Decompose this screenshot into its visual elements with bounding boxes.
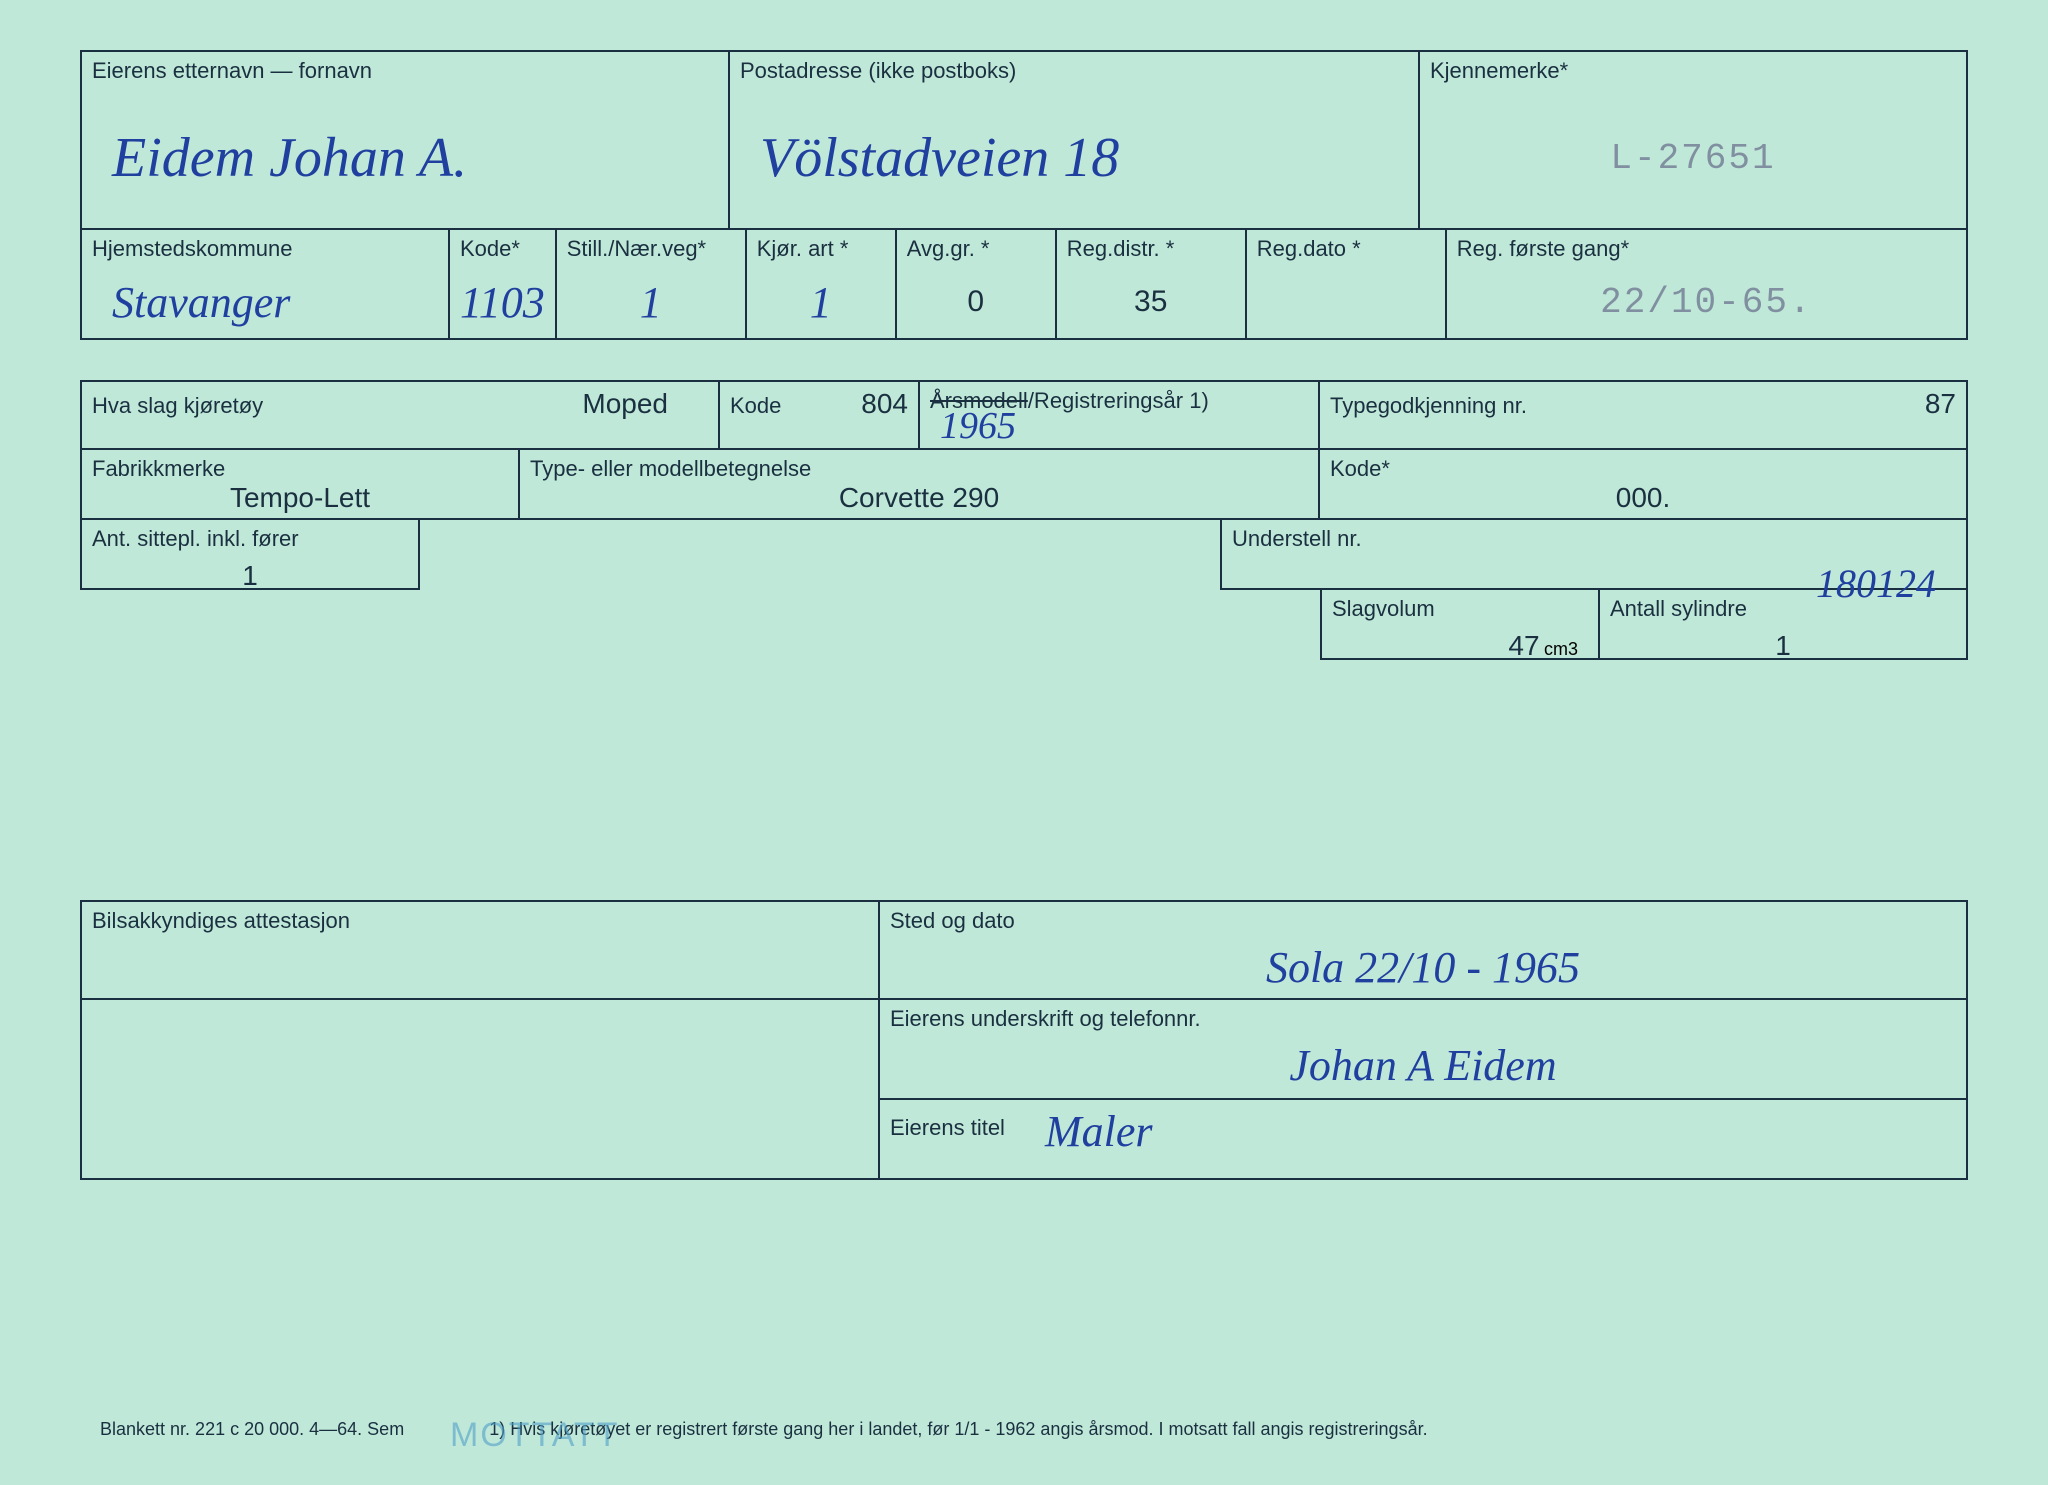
model-kode-value: 000. — [1320, 482, 1966, 514]
displacement-unit: cm3 — [1544, 639, 1578, 659]
displacement-value: 47 — [1508, 630, 1539, 661]
signature-cell: Eierens underskrift og telefonnr. Johan … — [880, 1000, 1968, 1100]
owner-name-cell: Eierens etternavn — fornavn Eidem Johan … — [80, 50, 730, 230]
regdistr-label: Reg.distr. * — [1067, 236, 1235, 262]
vehicle-type-cell: Hva slag kjøretøy Moped — [80, 380, 720, 450]
kjor-value: 1 — [757, 270, 885, 334]
title-label: Eierens titel — [890, 1115, 1005, 1141]
chassis-label: Understell nr. — [1232, 526, 1956, 552]
municipality-label: Hjemstedskommune — [92, 236, 438, 262]
seats-cell: Ant. sittepl. inkl. fører 1 — [80, 520, 420, 590]
municipality-value: Stavanger — [92, 270, 438, 334]
year-value: 1965 — [940, 404, 1016, 448]
cylinders-cell: Antall sylindre 1 — [1600, 590, 1968, 660]
regfg-cell: Reg. første gang* 22/10-65. — [1447, 230, 1968, 340]
regdistr-value: 35 — [1067, 270, 1235, 334]
still-cell: Still./Nær.veg* 1 — [557, 230, 747, 340]
municipality-cell: Hjemstedskommune Stavanger — [80, 230, 450, 340]
chassis-cell: Understell nr. 180124 — [1220, 520, 1968, 590]
model-value: Corvette 290 — [520, 482, 1318, 514]
avg-value: 0 — [907, 270, 1045, 334]
signature-value: Johan A Eidem — [890, 1040, 1956, 1091]
gap — [80, 590, 1320, 660]
vehicle-kode-value: 804 — [861, 388, 908, 420]
gap — [420, 520, 1220, 590]
still-value: 1 — [567, 270, 735, 334]
title-cell: Eierens titel Maler — [880, 1100, 1968, 1180]
year-cell: Årsmodell/Registreringsår 1) 1965 — [920, 380, 1320, 450]
plate-cell: Kjennemerke* L-27651 — [1420, 50, 1968, 230]
regdato-label: Reg.dato * — [1257, 236, 1435, 262]
model-kode-label: Kode* — [1330, 456, 1390, 482]
place-date-label: Sted og dato — [890, 908, 1956, 934]
kjor-cell: Kjør. art * 1 — [747, 230, 897, 340]
kode-cell: Kode* 1103 — [450, 230, 557, 340]
address-cell: Postadresse (ikke postboks) Völstadveien… — [730, 50, 1420, 230]
model-kode-cell: Kode* 000. — [1320, 450, 1968, 520]
displacement-label: Slagvolum — [1332, 596, 1588, 622]
model-cell: Type- eller modellbetegnelse Corvette 29… — [520, 450, 1320, 520]
regdistr-cell: Reg.distr. * 35 — [1057, 230, 1247, 340]
regfg-label: Reg. første gang* — [1457, 236, 1956, 262]
stamp: MOTTATT — [450, 1416, 619, 1455]
title-value: Maler — [1045, 1106, 1153, 1157]
attestation-cell: Bilsakkyndiges attestasjon — [80, 900, 880, 1000]
avg-cell: Avg.gr. * 0 — [897, 230, 1057, 340]
regdato-cell: Reg.dato * — [1247, 230, 1447, 340]
type-approval-label: Typegodkjenning nr. — [1330, 393, 1527, 419]
plate-value: L-27651 — [1430, 92, 1956, 224]
attestation-label: Bilsakkyndiges attestasjon — [92, 908, 868, 934]
registration-card: Eierens etternavn — fornavn Eidem Johan … — [0, 0, 2048, 1485]
regdato-value — [1257, 270, 1435, 334]
cylinders-label: Antall sylindre — [1610, 596, 1956, 622]
model-label: Type- eller modellbetegnelse — [530, 456, 1308, 482]
plate-label: Kjennemerke* — [1430, 58, 1956, 84]
displacement-cell: Slagvolum 47 cm3 — [1320, 590, 1600, 660]
footer-right: 1) Hvis kjøretøyet er registrert første … — [489, 1419, 1427, 1439]
seats-value: 1 — [92, 560, 408, 592]
owner-name-value: Eidem Johan A. — [92, 92, 718, 224]
type-approval-cell: Typegodkjenning nr. 87 — [1320, 380, 1968, 450]
vehicle-type-label: Hva slag kjøretøy — [92, 393, 263, 419]
owner-name-label: Eierens etternavn — fornavn — [92, 58, 718, 84]
seats-label: Ant. sittepl. inkl. fører — [92, 526, 408, 552]
still-label: Still./Nær.veg* — [567, 236, 735, 262]
address-value: Völstadveien 18 — [740, 92, 1408, 224]
vehicle-type-value: Moped — [582, 388, 668, 420]
footer: Blankett nr. 221 c 20 000. 4—64. Sem 1) … — [100, 1419, 1948, 1440]
kjor-label: Kjør. art * — [757, 236, 885, 262]
address-label: Postadresse (ikke postboks) — [740, 58, 1408, 84]
signature-label: Eierens underskrift og telefonnr. — [890, 1006, 1956, 1032]
make-value: Tempo-Lett — [82, 482, 518, 514]
avg-label: Avg.gr. * — [907, 236, 1045, 262]
attestation-bottom — [80, 1100, 880, 1180]
place-date-cell: Sted og dato Sola 22/10 - 1965 — [880, 900, 1968, 1000]
vehicle-kode-cell: Kode 804 — [720, 380, 920, 450]
footer-left: Blankett nr. 221 c 20 000. 4—64. Sem — [100, 1419, 404, 1439]
kode-label: Kode* — [460, 236, 545, 262]
kode-value: 1103 — [460, 270, 545, 334]
make-cell: Fabrikkmerke Tempo-Lett — [80, 450, 520, 520]
vehicle-kode-label: Kode — [730, 393, 781, 419]
place-date-value: Sola 22/10 - 1965 — [890, 942, 1956, 993]
make-label: Fabrikkmerke — [92, 456, 225, 482]
attestation-body — [80, 1000, 880, 1100]
type-approval-value: 87 — [1925, 388, 1956, 420]
cylinders-value: 1 — [1610, 630, 1956, 662]
regfg-value: 22/10-65. — [1457, 270, 1956, 334]
